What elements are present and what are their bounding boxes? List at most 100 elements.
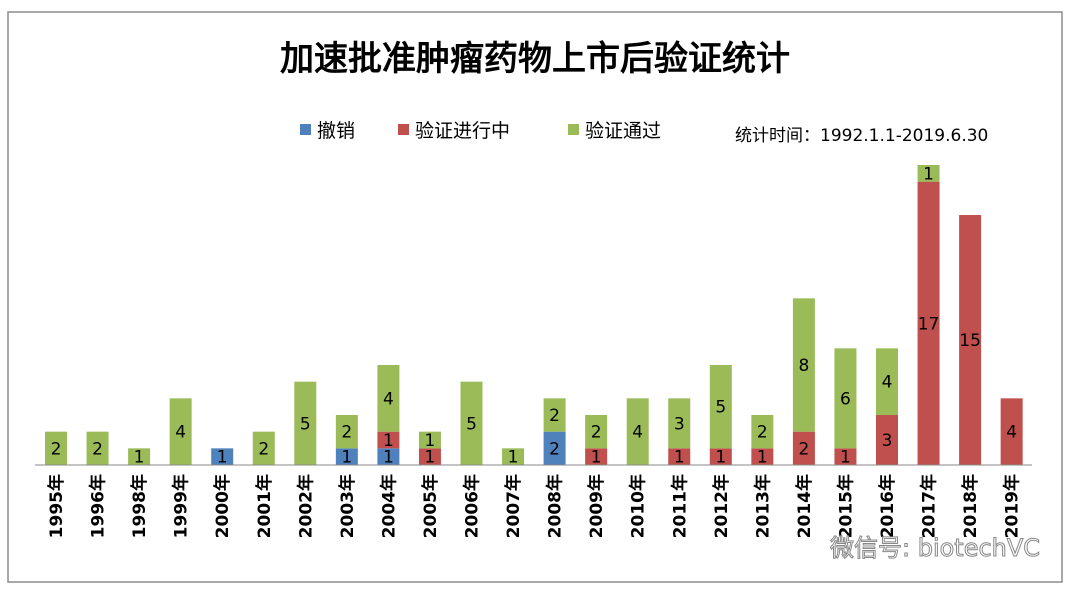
data-label: 8 bbox=[798, 356, 809, 376]
bar-1999年-验证通过 bbox=[169, 398, 192, 465]
bar-1995年-验证通过 bbox=[45, 431, 67, 465]
data-label: 5 bbox=[466, 414, 477, 434]
bar-2017年-验证进行中 bbox=[917, 181, 940, 465]
legend-swatch-1 bbox=[398, 124, 409, 135]
bar-2007年-验证通过 bbox=[502, 448, 525, 465]
bar-2008年-验证通过 bbox=[543, 398, 566, 432]
x-tick-label: 2018年 bbox=[960, 474, 981, 538]
data-label: 5 bbox=[300, 414, 311, 434]
bar-2013年-验证进行中 bbox=[751, 448, 774, 465]
data-label: 6 bbox=[840, 389, 851, 409]
x-tick-label: 2003年 bbox=[337, 474, 358, 538]
legend-label-1: 验证进行中 bbox=[415, 120, 510, 142]
data-label: 2 bbox=[341, 423, 352, 443]
data-label: 17 bbox=[918, 314, 940, 334]
bar-2014年-验证进行中 bbox=[792, 431, 815, 465]
data-label: 4 bbox=[1006, 423, 1017, 443]
x-tick-labels: 1995年 1996年 1998年 1999年 2000年 2001年 2002年 2003年… bbox=[46, 474, 1023, 538]
data-label: 5 bbox=[715, 398, 726, 418]
data-label: 1 bbox=[757, 448, 768, 468]
bar-2004年-验证通过 bbox=[377, 365, 400, 432]
bar-1998年-验证通过 bbox=[128, 448, 151, 465]
bar-2012年-验证进行中 bbox=[709, 448, 732, 465]
bar-2015年-验证通过 bbox=[834, 348, 857, 449]
data-label: 1 bbox=[341, 448, 352, 468]
x-tick-label: 2013年 bbox=[752, 474, 773, 538]
x-tick-label: 1999年 bbox=[171, 474, 192, 538]
data-label: 2 bbox=[51, 439, 62, 459]
x-tick-label: 2006年 bbox=[462, 474, 483, 538]
bar-2005年-验证通过 bbox=[418, 431, 441, 449]
data-label: 2 bbox=[92, 439, 103, 459]
data-label: 1 bbox=[425, 448, 436, 468]
data-label: 4 bbox=[383, 389, 394, 409]
x-tick-label: 2017年 bbox=[919, 474, 940, 538]
bar-2009年-验证进行中 bbox=[585, 448, 608, 465]
bar-2014年-验证通过 bbox=[792, 298, 815, 432]
x-tick-label: 2019年 bbox=[1002, 474, 1023, 538]
data-label: 2 bbox=[549, 439, 560, 459]
bar-2005年-验证进行中 bbox=[418, 448, 441, 465]
stat-period-note: 统计时间：1992.1.1-2019.6.30 bbox=[735, 126, 988, 146]
bar-2016年-验证通过 bbox=[876, 348, 898, 415]
bar-2011年-验证进行中 bbox=[668, 448, 691, 465]
bar-2003年-验证通过 bbox=[335, 415, 358, 449]
data-label: 1 bbox=[217, 448, 228, 468]
data-label: 2 bbox=[798, 439, 809, 459]
data-label: 1 bbox=[591, 448, 602, 468]
data-label: 2 bbox=[258, 439, 269, 459]
data-label: 1 bbox=[134, 448, 145, 468]
data-label: 1 bbox=[383, 431, 394, 451]
bar-2009年-验证通过 bbox=[585, 415, 608, 449]
watermark: 微信号: biotechVC bbox=[830, 534, 1040, 562]
x-tick-label: 2016年 bbox=[877, 474, 898, 538]
bar-2017年-验证通过 bbox=[917, 165, 940, 182]
bar-2019年-验证进行中 bbox=[1000, 398, 1023, 465]
bar-2012年-验证通过 bbox=[709, 365, 732, 449]
legend-label-2: 验证通过 bbox=[585, 120, 661, 142]
x-tick-label: 2012年 bbox=[711, 474, 732, 538]
legend-swatch-0 bbox=[300, 124, 311, 135]
x-tick-label: 2004年 bbox=[378, 474, 399, 538]
x-tick-label: 2014年 bbox=[794, 474, 815, 538]
bar-1996年-验证通过 bbox=[86, 431, 109, 465]
data-label: 2 bbox=[757, 423, 768, 443]
x-tick-label: 2010年 bbox=[628, 474, 649, 538]
x-tick-label: 2008年 bbox=[545, 474, 566, 538]
x-tick-label: 2011年 bbox=[669, 474, 690, 538]
legend-label-0: 撤销 bbox=[317, 120, 355, 142]
bar-2003年-撤销 bbox=[335, 448, 358, 465]
data-label: 4 bbox=[882, 373, 893, 393]
data-label: 1 bbox=[674, 448, 685, 468]
x-tick-label: 2000年 bbox=[212, 474, 233, 538]
bar-2008年-撤销 bbox=[543, 431, 566, 465]
chart-frame bbox=[7, 11, 1063, 583]
data-label: 1 bbox=[715, 448, 726, 468]
data-label: 1 bbox=[383, 448, 394, 468]
bar-2004年-验证进行中 bbox=[377, 431, 400, 449]
data-label: 15 bbox=[959, 331, 981, 351]
x-tick-label: 1996年 bbox=[88, 474, 109, 538]
x-tick-label: 2009年 bbox=[586, 474, 607, 538]
x-tick-label: 2002年 bbox=[295, 474, 316, 538]
x-tick-label: 2015年 bbox=[835, 474, 856, 538]
bar-2018年-验证进行中 bbox=[959, 215, 982, 465]
legend: 撤销 验证进行中 验证通过 bbox=[300, 120, 661, 142]
data-label: 2 bbox=[549, 406, 560, 426]
x-tick-label: 2001年 bbox=[254, 474, 275, 538]
bar-2016年-验证进行中 bbox=[876, 415, 898, 465]
bar-2002年-验证通过 bbox=[294, 381, 317, 465]
bar-2010年-验证通过 bbox=[626, 398, 649, 465]
data-label: 1 bbox=[425, 431, 436, 451]
data-label: 2 bbox=[591, 423, 602, 443]
bar-2011年-验证通过 bbox=[668, 398, 691, 449]
bar-2001年-验证通过 bbox=[252, 431, 275, 465]
data-label: 3 bbox=[882, 431, 893, 451]
data-label: 4 bbox=[632, 423, 643, 443]
x-tick-label: 1998年 bbox=[129, 474, 150, 538]
data-label: 3 bbox=[674, 414, 685, 434]
x-tick-label: 1995年 bbox=[46, 474, 67, 538]
chart-title: 加速批准肿瘤药物上市后验证统计 bbox=[280, 39, 790, 79]
bar-2000年-撤销 bbox=[211, 448, 234, 465]
bar-2004年-撤销 bbox=[377, 448, 400, 465]
